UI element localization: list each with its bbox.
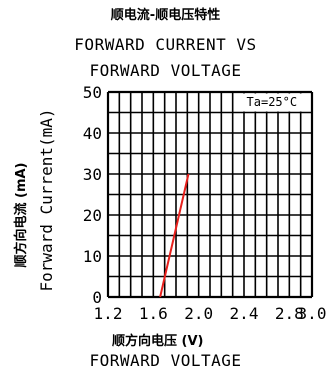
grid bbox=[106, 90, 314, 299]
x-tick-label: 1.2 bbox=[94, 304, 123, 323]
y-tick-label: 30 bbox=[83, 165, 102, 184]
x-axis-label-chinese: 顺方向电压 (V) bbox=[112, 334, 204, 349]
y-tick-label: 50 bbox=[83, 83, 102, 102]
condition-label: Ta=25°C bbox=[247, 95, 298, 109]
condition-background bbox=[233, 93, 310, 112]
series-line bbox=[159, 173, 190, 298]
y-axis-label-chinese: 顺方向电流 (mA) bbox=[13, 162, 29, 267]
y-tick-label: 10 bbox=[83, 247, 102, 266]
chart-title-line-1: FORWARD CURRENT VS bbox=[74, 35, 257, 54]
chart-title-line-2: FORWARD VOLTAGE bbox=[89, 61, 242, 80]
x-axis-label-english: FORWARD VOLTAGE bbox=[89, 351, 242, 370]
condition-box: Ta=25°C bbox=[233, 93, 310, 112]
y-tick-label: 20 bbox=[83, 206, 102, 225]
x-tick-label: 3.0 bbox=[298, 304, 327, 323]
y-tick-label: 40 bbox=[83, 124, 102, 143]
x-tick-label: 2.4 bbox=[230, 304, 259, 323]
tick-labels: 0 10 20 30 40 50 1.2 1.6 2.0 2.4 2.83.0 bbox=[83, 83, 327, 323]
x-tick-label: 2.0 bbox=[184, 304, 213, 323]
x-tick-label: 1.6 bbox=[139, 304, 168, 323]
y-axis-label-english: Forward Current(mA) bbox=[37, 108, 56, 291]
series bbox=[159, 173, 190, 298]
x-tick-label: 2.8 bbox=[275, 304, 304, 323]
y-axis-label: 顺方向电流 (mA) Forward Current(mA) bbox=[13, 108, 56, 291]
y-tick-label: 0 bbox=[92, 288, 102, 307]
chart-title-chinese: 顺电流-顺电压特性 bbox=[110, 8, 221, 23]
